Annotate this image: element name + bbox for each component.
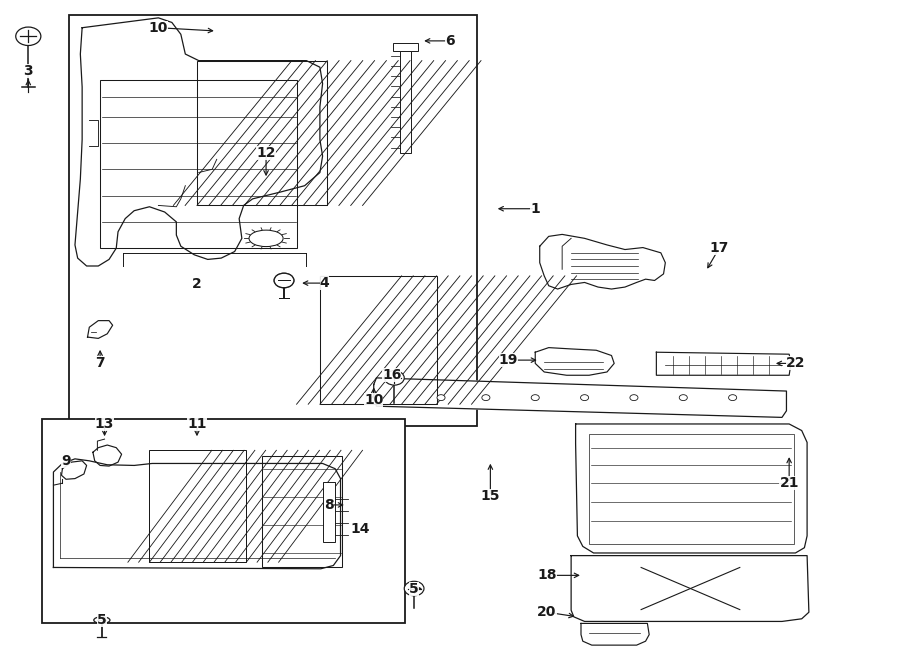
Bar: [41, 419, 405, 623]
Text: 3: 3: [23, 63, 33, 77]
Circle shape: [15, 27, 40, 46]
Text: 17: 17: [709, 241, 729, 255]
Text: 12: 12: [256, 146, 275, 160]
Circle shape: [274, 273, 294, 288]
Circle shape: [630, 395, 638, 401]
Text: 18: 18: [537, 568, 556, 582]
Bar: [149, 450, 247, 563]
Circle shape: [482, 395, 490, 401]
Text: 15: 15: [481, 489, 500, 504]
Bar: [392, 43, 418, 51]
Polygon shape: [540, 235, 665, 289]
Bar: [320, 276, 436, 405]
Circle shape: [437, 395, 446, 401]
Circle shape: [729, 395, 737, 401]
Polygon shape: [656, 352, 791, 375]
Text: 11: 11: [187, 417, 207, 431]
Bar: [590, 434, 794, 545]
Text: 21: 21: [779, 476, 799, 490]
Text: 19: 19: [499, 353, 518, 367]
Polygon shape: [536, 348, 614, 375]
Text: 5: 5: [410, 582, 419, 596]
Polygon shape: [576, 424, 807, 553]
Bar: [322, 482, 335, 543]
Circle shape: [384, 371, 404, 385]
Circle shape: [274, 273, 294, 288]
Text: 10: 10: [364, 393, 383, 407]
Text: 16: 16: [382, 368, 401, 382]
Text: 4: 4: [320, 276, 329, 290]
Text: 8: 8: [324, 498, 334, 512]
Ellipse shape: [249, 230, 284, 247]
Text: 14: 14: [350, 522, 370, 536]
Bar: [68, 15, 477, 426]
Polygon shape: [581, 623, 649, 645]
Text: 5: 5: [97, 613, 107, 627]
Text: 9: 9: [61, 454, 71, 468]
Circle shape: [404, 581, 424, 596]
Text: 6: 6: [446, 34, 454, 48]
Circle shape: [531, 395, 539, 401]
Polygon shape: [75, 18, 322, 266]
Text: 10: 10: [148, 20, 168, 35]
Circle shape: [580, 395, 589, 401]
Polygon shape: [572, 556, 809, 621]
Bar: [262, 455, 342, 567]
Bar: [400, 51, 410, 153]
Bar: [100, 81, 298, 249]
Circle shape: [680, 395, 688, 401]
Polygon shape: [53, 459, 340, 568]
Text: 7: 7: [95, 356, 105, 370]
Bar: [197, 61, 327, 206]
Text: 2: 2: [192, 278, 202, 292]
Polygon shape: [374, 378, 787, 417]
Ellipse shape: [94, 617, 110, 623]
Text: 1: 1: [530, 202, 540, 215]
Text: 13: 13: [94, 417, 114, 431]
Text: 22: 22: [786, 356, 806, 370]
Text: 20: 20: [537, 605, 556, 619]
